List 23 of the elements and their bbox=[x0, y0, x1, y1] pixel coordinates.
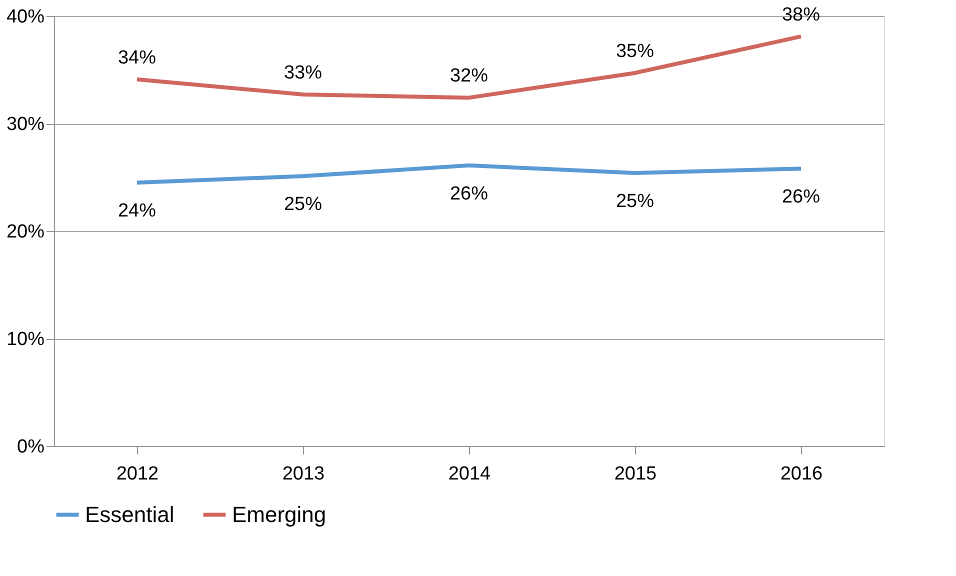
data-label: 26% bbox=[782, 186, 820, 208]
data-label: 38% bbox=[782, 4, 820, 26]
y-tick-label: 20% bbox=[6, 222, 45, 242]
y-tick-label: 10% bbox=[6, 329, 45, 350]
data-label: 25% bbox=[616, 190, 654, 212]
x-tick-label: 2015 bbox=[614, 464, 657, 484]
x-tick-label: 2016 bbox=[780, 464, 823, 484]
data-label: 35% bbox=[616, 40, 654, 62]
data-label: 32% bbox=[450, 66, 488, 87]
x-tick-label: 2012 bbox=[116, 464, 159, 484]
x-tick-label: 2013 bbox=[282, 464, 325, 484]
data-label: 25% bbox=[284, 194, 322, 216]
y-tick-label: 30% bbox=[6, 114, 45, 135]
legend-label: Emerging bbox=[232, 502, 326, 527]
legend-label: Essential bbox=[85, 502, 174, 527]
y-tick-label: 0% bbox=[17, 436, 45, 458]
y-tick-label: 40% bbox=[6, 6, 45, 28]
data-label: 33% bbox=[284, 62, 322, 84]
x-tick-label: 2014 bbox=[448, 464, 492, 484]
data-label: 26% bbox=[450, 183, 488, 204]
data-label: 24% bbox=[118, 200, 156, 222]
data-label: 34% bbox=[118, 47, 156, 68]
line-series bbox=[135, 163, 803, 185]
